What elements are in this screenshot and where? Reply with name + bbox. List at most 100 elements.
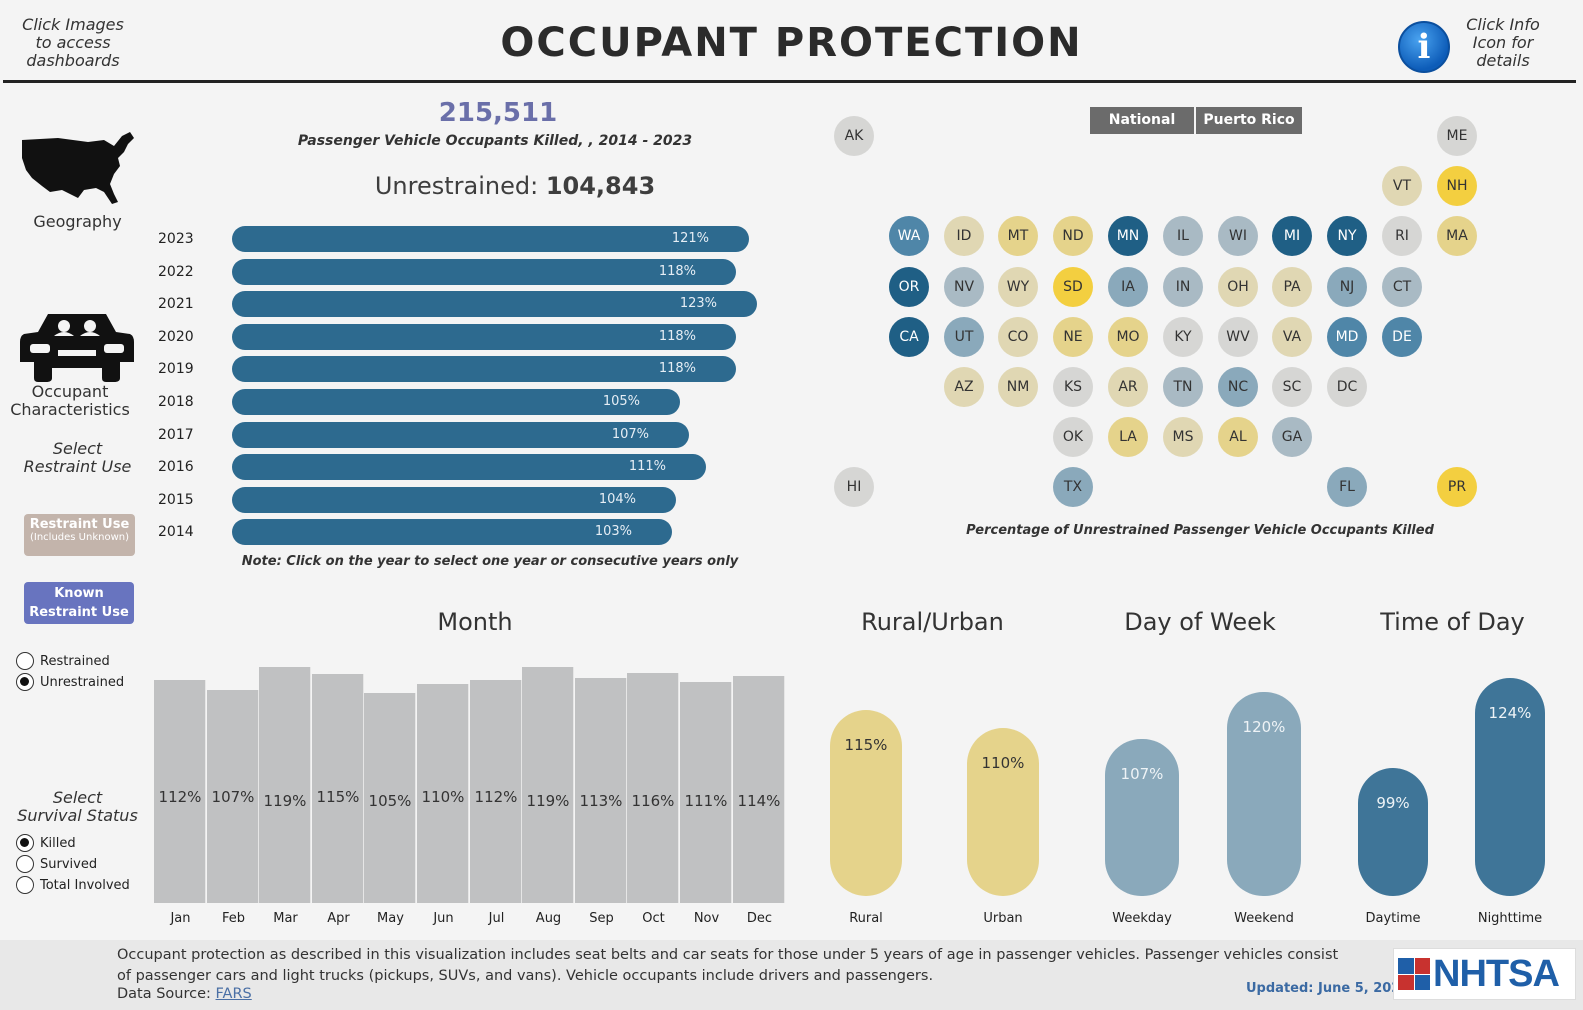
state-vt[interactable]: VT (1382, 166, 1422, 206)
year-bar[interactable]: 104% (232, 486, 676, 513)
rural-urban-pill[interactable] (967, 728, 1039, 896)
state-ut[interactable]: UT (944, 317, 984, 357)
year-label[interactable]: 2019 (158, 361, 194, 378)
state-ms[interactable]: MS (1163, 417, 1203, 457)
year-label[interactable]: 2015 (158, 491, 194, 508)
year-row[interactable]: 2014 103% (150, 519, 770, 546)
state-ne[interactable]: NE (1053, 317, 1093, 357)
state-mn[interactable]: MN (1108, 216, 1148, 256)
national-button[interactable]: National (1090, 107, 1194, 134)
puerto-rico-button[interactable]: Puerto Rico (1196, 107, 1302, 134)
state-wv[interactable]: WV (1218, 317, 1258, 357)
year-bar[interactable]: 103% (232, 519, 672, 546)
state-nd[interactable]: ND (1053, 216, 1093, 256)
month-bar[interactable] (312, 674, 364, 903)
year-bar[interactable]: 123% (232, 291, 757, 318)
month-bar[interactable] (154, 680, 206, 903)
state-nj[interactable]: NJ (1327, 267, 1367, 307)
year-bar[interactable]: 118% (232, 258, 736, 285)
year-row[interactable]: 2019 118% (150, 356, 770, 383)
state-me[interactable]: ME (1437, 116, 1477, 156)
year-row[interactable]: 2020 118% (150, 323, 770, 350)
radio-unrestrained[interactable]: Unrestrained (16, 673, 124, 691)
radio-total-involved[interactable]: Total Involved (16, 876, 130, 894)
day-of-week-pill[interactable] (1105, 739, 1179, 896)
state-co[interactable]: CO (998, 317, 1038, 357)
year-bar[interactable]: 118% (232, 356, 736, 383)
info-icon[interactable]: i (1398, 21, 1450, 73)
state-pr[interactable]: PR (1437, 467, 1477, 507)
state-ga[interactable]: GA (1272, 417, 1312, 457)
state-ca[interactable]: CA (889, 317, 929, 357)
state-il[interactable]: IL (1163, 216, 1203, 256)
year-bar[interactable]: 105% (232, 389, 680, 415)
year-row[interactable]: 2016 111% (150, 454, 770, 481)
state-nc[interactable]: NC (1218, 367, 1258, 407)
year-label[interactable]: 2021 (158, 296, 194, 313)
year-row[interactable]: 2022 118% (150, 258, 770, 285)
state-ak[interactable]: AK (834, 116, 874, 156)
state-oh[interactable]: OH (1218, 267, 1258, 307)
year-bar[interactable]: 107% (232, 421, 689, 448)
radio-button[interactable] (16, 673, 34, 691)
radio-button[interactable] (16, 855, 34, 873)
state-tx[interactable]: TX (1053, 467, 1093, 507)
month-bar[interactable] (733, 676, 785, 903)
state-ny[interactable]: NY (1327, 216, 1367, 256)
month-bar[interactable] (417, 684, 469, 903)
year-bar[interactable]: 121% (232, 226, 749, 252)
radio-killed[interactable]: Killed (16, 834, 76, 852)
radio-button[interactable] (16, 876, 34, 894)
year-label[interactable]: 2022 (158, 263, 194, 280)
state-md[interactable]: MD (1327, 317, 1367, 357)
state-nv[interactable]: NV (944, 267, 984, 307)
year-row[interactable]: 2015 104% (150, 486, 770, 513)
month-bar[interactable] (680, 682, 732, 903)
restraint-use-button[interactable]: Restraint Use (Includes Unknown) (24, 514, 135, 556)
day-of-week-pill[interactable] (1227, 692, 1301, 896)
year-label[interactable]: 2018 (158, 394, 194, 410)
occupant-characteristics-label[interactable]: Occupant Characteristics (10, 383, 130, 419)
known-restraint-use-button[interactable]: Known Restraint Use (24, 582, 134, 624)
month-bar[interactable] (259, 667, 311, 903)
state-mo[interactable]: MO (1108, 317, 1148, 357)
fars-link[interactable]: FARS (215, 986, 252, 1002)
state-la[interactable]: LA (1108, 417, 1148, 457)
month-bar[interactable] (364, 693, 416, 903)
radio-restrained[interactable]: Restrained (16, 652, 110, 670)
state-mi[interactable]: MI (1272, 216, 1312, 256)
year-row[interactable]: 2017 107% (150, 421, 770, 448)
state-ct[interactable]: CT (1382, 267, 1422, 307)
year-bar[interactable]: 111% (232, 454, 706, 481)
year-label[interactable]: 2023 (158, 231, 194, 247)
state-ks[interactable]: KS (1053, 367, 1093, 407)
month-bar[interactable] (470, 680, 522, 903)
month-bar[interactable] (522, 667, 574, 903)
state-hi[interactable]: HI (834, 467, 874, 507)
year-bar[interactable]: 118% (232, 323, 736, 350)
state-id[interactable]: ID (944, 216, 984, 256)
geography-label[interactable]: Geography (33, 212, 122, 231)
month-bar[interactable] (627, 673, 679, 903)
state-or[interactable]: OR (889, 267, 929, 307)
rural-urban-pill[interactable] (830, 710, 902, 896)
state-ri[interactable]: RI (1382, 216, 1422, 256)
month-bar[interactable] (575, 678, 627, 903)
state-sd[interactable]: SD (1053, 267, 1093, 307)
state-dc[interactable]: DC (1327, 367, 1367, 407)
year-row[interactable]: 2023 121% (150, 226, 770, 252)
car-icon[interactable] (18, 310, 136, 385)
state-mt[interactable]: MT (998, 216, 1038, 256)
year-label[interactable]: 2020 (158, 328, 194, 345)
state-fl[interactable]: FL (1327, 467, 1367, 507)
time-of-day-pill[interactable] (1475, 678, 1545, 896)
year-row[interactable]: 2018 105% (150, 389, 770, 415)
state-pa[interactable]: PA (1272, 267, 1312, 307)
state-sc[interactable]: SC (1272, 367, 1312, 407)
year-label[interactable]: 2017 (158, 426, 194, 443)
state-wy[interactable]: WY (998, 267, 1038, 307)
state-nh[interactable]: NH (1437, 166, 1477, 206)
state-tn[interactable]: TN (1163, 367, 1203, 407)
year-label[interactable]: 2016 (158, 459, 194, 476)
state-in[interactable]: IN (1163, 267, 1203, 307)
